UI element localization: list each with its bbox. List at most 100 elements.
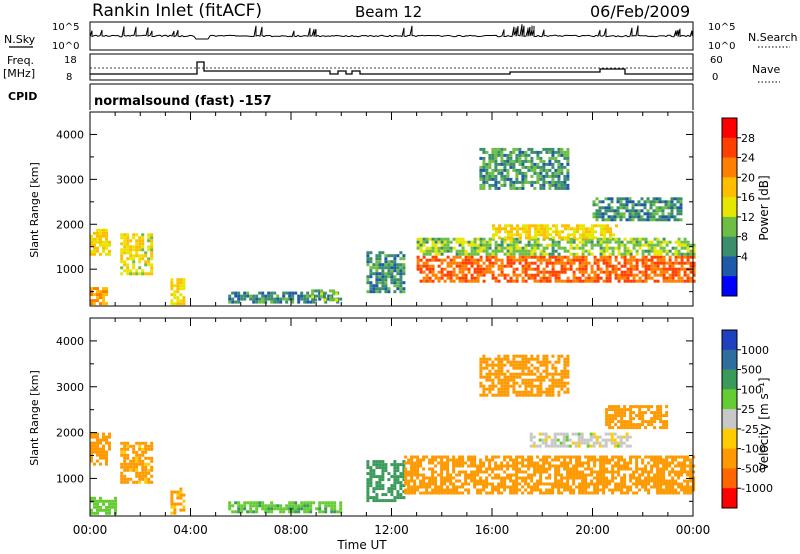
data-cell-velocity-6 (527, 485, 531, 489)
data-cell-velocity-6 (527, 455, 531, 459)
data-cell-power-7 (425, 261, 429, 265)
data-cell-power-3 (182, 281, 186, 285)
data-cell-power-10 (566, 156, 570, 160)
data-cell-velocity-2 (144, 456, 148, 460)
data-cell-velocity-6 (467, 458, 471, 462)
data-cell-velocity-6 (641, 479, 645, 483)
data-cell-power-7 (629, 279, 633, 283)
data-cell-velocity-6 (569, 455, 573, 459)
data-cell-velocity-6 (620, 488, 624, 492)
data-cell-power-7 (455, 276, 459, 280)
data-cell-power-2 (135, 245, 139, 249)
data-cell-velocity-9 (665, 420, 669, 424)
data-cell-velocity-6 (509, 458, 513, 462)
data-cell-velocity-2 (120, 447, 124, 451)
data-cell-power-1 (96, 237, 99, 241)
data-cell-power-9 (615, 224, 618, 228)
data-cell-velocity-6 (455, 491, 459, 495)
data-cell-power-7 (509, 261, 513, 265)
data-cell-power-1 (90, 249, 93, 253)
data-cell-power-11 (631, 209, 635, 213)
data-cell-power-7 (509, 264, 513, 268)
data-cell-velocity-8 (542, 378, 546, 382)
data-cell-velocity-9 (647, 405, 651, 409)
data-cell-velocity-6 (542, 464, 546, 468)
data-cell-velocity-6 (578, 461, 582, 465)
data-cell-velocity-4 (291, 504, 295, 508)
data-cell-power-7 (446, 261, 450, 265)
data-cell-power-9 (516, 230, 519, 234)
data-cell-power-7 (626, 276, 630, 280)
data-cell-power-8 (512, 252, 516, 256)
data-cell-power-2 (126, 233, 130, 237)
data-cell-velocity-6 (620, 491, 624, 495)
data-cell-velocity-8 (488, 387, 492, 391)
data-cell-velocity-6 (542, 455, 546, 459)
data-cell-power-8 (611, 252, 615, 256)
data-cell-power-8 (443, 243, 447, 247)
data-cell-velocity-6 (404, 461, 408, 465)
data-cell-velocity-6 (485, 479, 489, 483)
data-cell-power-10 (560, 180, 564, 184)
data-cell-power-7 (656, 267, 660, 271)
data-cell-power-1 (105, 228, 108, 232)
data-cell-power-7 (491, 261, 495, 265)
data-cell-power-10 (521, 165, 525, 169)
data-cell-power-3 (176, 299, 180, 303)
data-cell-power-7 (494, 255, 498, 259)
data-cell-velocity-6 (599, 470, 603, 474)
data-cell-velocity-8 (563, 384, 567, 388)
data-cell-power-6 (384, 272, 388, 276)
data-cell-power-2 (138, 236, 142, 240)
data-cell-power-10 (557, 168, 561, 172)
data-cell-power-6 (390, 275, 394, 279)
data-cell-power-6 (372, 284, 376, 288)
data-cell-power-7 (434, 258, 438, 262)
data-cell-velocity-2 (126, 444, 130, 448)
data-cell-power-7 (452, 258, 456, 262)
data-cell-velocity-5 (390, 475, 394, 479)
data-cell-power-8 (440, 237, 444, 241)
data-cell-velocity-8 (488, 363, 492, 367)
data-cell-power-10 (545, 168, 549, 172)
data-cell-power-7 (419, 279, 423, 283)
data-cell-power-8 (431, 240, 435, 244)
data-cell-power-8 (632, 240, 636, 244)
data-cell-power-8 (650, 243, 654, 247)
data-cell-velocity-8 (512, 363, 516, 367)
data-cell-velocity-6 (500, 464, 504, 468)
data-cell-power-8 (605, 249, 609, 253)
data-cell-power-7 (671, 273, 675, 277)
data-cell-power-10 (560, 186, 564, 190)
data-cell-power-7 (461, 258, 465, 262)
data-cell-velocity-2 (135, 459, 139, 463)
data-cell-velocity-6 (662, 491, 666, 495)
data-cell-power-7 (452, 273, 456, 277)
data-cell-velocity-7 (544, 432, 548, 436)
data-cell-velocity-6 (641, 470, 645, 474)
data-cell-velocity-6 (638, 476, 642, 480)
data-cell-power-10 (488, 165, 492, 169)
data-cell-velocity-8 (557, 390, 561, 394)
data-cell-velocity-7 (529, 432, 533, 436)
data-cell-power-8 (455, 249, 459, 253)
data-cell-power-8 (419, 237, 423, 241)
data-cell-power-10 (503, 162, 507, 166)
data-cell-power-7 (551, 264, 555, 268)
data-cell-power-8 (638, 246, 642, 250)
data-cell-velocity-6 (602, 461, 606, 465)
data-cell-velocity-6 (413, 473, 417, 477)
data-cell-power-5 (329, 298, 333, 302)
data-cell-power-8 (416, 237, 420, 241)
data-cell-velocity-6 (410, 479, 414, 483)
data-cell-velocity-6 (533, 470, 537, 474)
data-cell-power-11 (622, 197, 626, 201)
data-cell-velocity-6 (617, 467, 621, 471)
data-cell-velocity-2 (150, 456, 154, 460)
data-cell-power-7 (632, 279, 636, 283)
data-cell-velocity-6 (605, 476, 609, 480)
data-cell-power-10 (521, 183, 525, 187)
data-cell-power-8 (443, 246, 447, 250)
data-cell-velocity-9 (653, 420, 657, 424)
data-cell-power-0 (93, 299, 96, 303)
